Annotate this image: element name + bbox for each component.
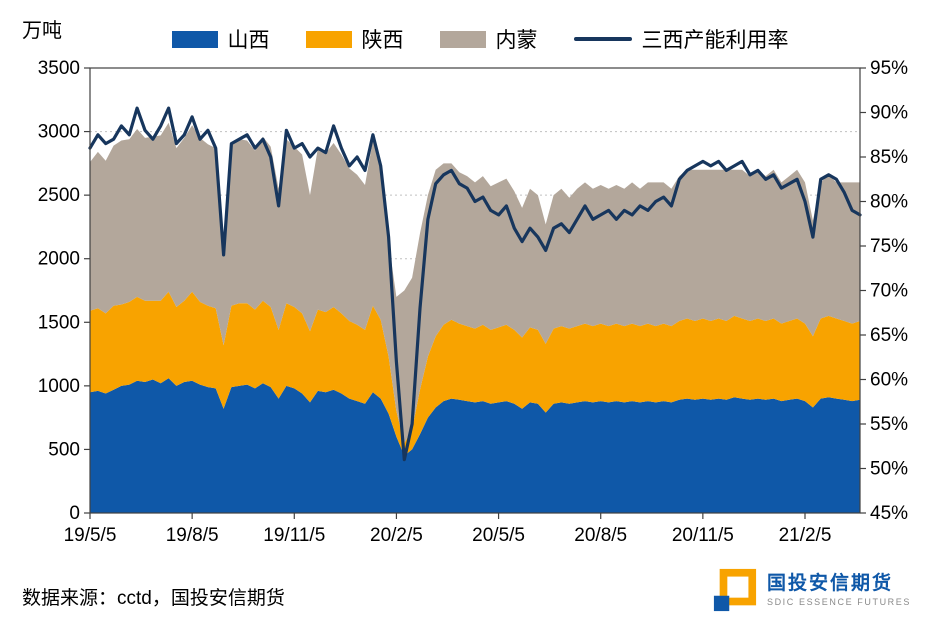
legend-label-neimeng: 内蒙 <box>495 29 538 52</box>
svg-text:0: 0 <box>69 503 80 524</box>
svg-text:50%: 50% <box>870 459 908 480</box>
svg-text:2000: 2000 <box>38 249 80 270</box>
svg-text:55%: 55% <box>870 414 908 435</box>
legend-swatch-shanxi <box>171 30 218 48</box>
svg-text:19/11/5: 19/11/5 <box>263 525 325 546</box>
logo-title: 国投安信期货 <box>766 572 893 594</box>
svg-text:20/8/5: 20/8/5 <box>574 525 627 546</box>
legend-item-shanxi: 山西 <box>171 24 270 54</box>
svg-text:20/2/5: 20/2/5 <box>370 525 423 546</box>
company-logo: 国投安信期货 SDIC ESSENCE FUTURES <box>712 567 911 613</box>
svg-text:3000: 3000 <box>38 122 80 143</box>
svg-text:60%: 60% <box>870 370 908 391</box>
legend-label-shaanxi: 陕西 <box>361 29 404 52</box>
svg-text:85%: 85% <box>870 147 908 168</box>
svg-text:20/11/5: 20/11/5 <box>672 525 734 546</box>
legend-line-marker <box>573 37 632 41</box>
svg-text:80%: 80% <box>870 192 908 213</box>
legend-swatch-neimeng <box>439 30 486 48</box>
legend-label-utilization: 三西产能利用率 <box>641 29 789 52</box>
legend: 山西 陕西 内蒙 三西产能利用率 <box>90 24 870 54</box>
svg-text:75%: 75% <box>870 236 908 257</box>
svg-text:1000: 1000 <box>38 376 80 397</box>
svg-text:2500: 2500 <box>38 185 80 206</box>
legend-item-shaanxi: 陕西 <box>305 24 404 54</box>
svg-text:95%: 95% <box>870 58 908 79</box>
unit-label: 万吨 <box>22 20 62 42</box>
logo-icon <box>713 568 757 612</box>
legend-label-shanxi: 山西 <box>227 29 270 52</box>
svg-text:1500: 1500 <box>38 312 80 333</box>
chart-svg: 0 500 1000 1500 2000 2500 3000 3500 45% 50% 55% 60%… <box>38 58 908 546</box>
svg-text:19/8/5: 19/8/5 <box>166 525 219 546</box>
svg-text:65%: 65% <box>870 325 908 346</box>
legend-item-neimeng: 内蒙 <box>439 24 538 54</box>
logo-text: 国投安信期货 SDIC ESSENCE FUTURES <box>767 573 911 608</box>
svg-text:500: 500 <box>48 439 80 460</box>
svg-text:90%: 90% <box>870 103 908 124</box>
svg-text:19/5/5: 19/5/5 <box>64 525 117 546</box>
logo-subtitle: SDIC ESSENCE FUTURES <box>766 597 911 608</box>
svg-text:3500: 3500 <box>38 58 80 79</box>
svg-text:20/5/5: 20/5/5 <box>472 525 525 546</box>
svg-text:70%: 70% <box>870 281 908 302</box>
source-text: 数据来源：cctd，国投安信期货 <box>22 588 285 609</box>
svg-text:45%: 45% <box>870 503 908 524</box>
legend-item-utilization: 三西产能利用率 <box>573 24 789 54</box>
legend-swatch-shaanxi <box>305 30 352 48</box>
svg-text:21/2/5: 21/2/5 <box>779 525 832 546</box>
